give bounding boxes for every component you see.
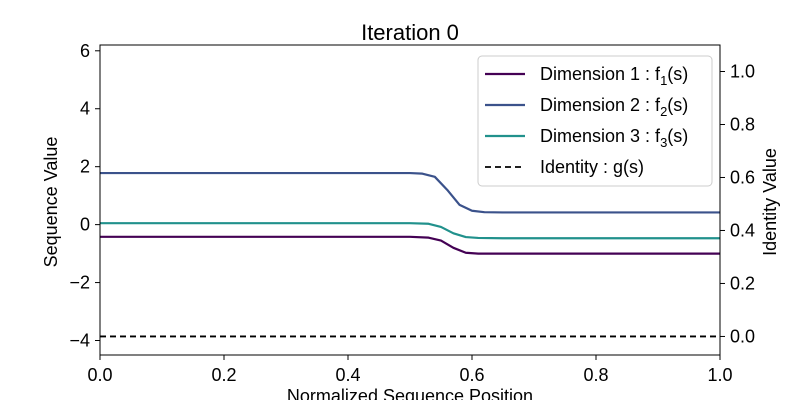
series-line-2 bbox=[100, 171, 720, 214]
series-line-1 bbox=[100, 235, 720, 255]
x-tick-label: 0.0 bbox=[87, 365, 112, 385]
y-tick-label: 4 bbox=[80, 99, 90, 119]
legend: Dimension 1 : f1(s)Dimension 2 : f2(s)Di… bbox=[477, 55, 713, 187]
y2-tick-label: 0.6 bbox=[730, 167, 755, 187]
y-axis-label: Sequence Value bbox=[41, 137, 61, 268]
y2-tick-label: 0.8 bbox=[730, 114, 755, 134]
legend-label-main: Dimension 2 : f bbox=[540, 95, 661, 115]
y2-axis-label: Identity Value bbox=[760, 148, 780, 256]
y2-tick-label: 0.0 bbox=[730, 326, 755, 346]
series-line-3 bbox=[100, 222, 720, 240]
y-tick-label: −4 bbox=[69, 331, 90, 351]
chart-title: Iteration 0 bbox=[361, 20, 459, 45]
y2-tick-label: 0.4 bbox=[730, 220, 755, 240]
x-tick-label: 0.4 bbox=[335, 365, 360, 385]
legend-label-main: Dimension 3 : f bbox=[540, 126, 661, 146]
legend-label: Dimension 2 : f2(s) bbox=[540, 95, 688, 119]
y-tick-label: 6 bbox=[80, 41, 90, 61]
x-tick-label: 1.0 bbox=[707, 365, 732, 385]
legend-label: Identity : g(s) bbox=[540, 157, 644, 177]
x-axis-ticks: 0.0 0.2 0.4 0.6 0.8 1.0 bbox=[87, 355, 733, 385]
x-tick-label: 0.6 bbox=[459, 365, 484, 385]
y2-axis-ticks: 0.0 0.2 0.4 0.6 0.8 1.0 bbox=[720, 61, 755, 346]
legend-label-subscript: 3 bbox=[660, 135, 667, 150]
x-tick-label: 0.8 bbox=[583, 365, 608, 385]
legend-label-main: Dimension 1 : f bbox=[540, 64, 661, 84]
y2-tick-label: 0.2 bbox=[730, 273, 755, 293]
series-layer bbox=[100, 171, 720, 338]
legend-label-tail: (s) bbox=[667, 64, 688, 84]
legend-label-main: Identity : g(s) bbox=[540, 157, 644, 177]
y-tick-label: 0 bbox=[80, 215, 90, 235]
y-axis-ticks: −4 −2 0 2 4 6 bbox=[69, 41, 100, 351]
y2-tick-label: 1.0 bbox=[730, 61, 755, 81]
legend-box bbox=[477, 55, 713, 187]
y-tick-label: −2 bbox=[69, 273, 90, 293]
legend-label-tail: (s) bbox=[667, 126, 688, 146]
x-axis-label: Normalized Sequence Position bbox=[287, 386, 533, 400]
plot-frame bbox=[99, 44, 721, 356]
legend-label-tail: (s) bbox=[667, 95, 688, 115]
x-tick-label: 0.2 bbox=[211, 365, 236, 385]
legend-label: Dimension 3 : f3(s) bbox=[540, 126, 688, 150]
y-tick-label: 2 bbox=[80, 157, 90, 177]
legend-label-subscript: 2 bbox=[660, 104, 667, 119]
legend-label: Dimension 1 : f1(s) bbox=[540, 64, 688, 88]
legend-label-subscript: 1 bbox=[660, 73, 667, 88]
